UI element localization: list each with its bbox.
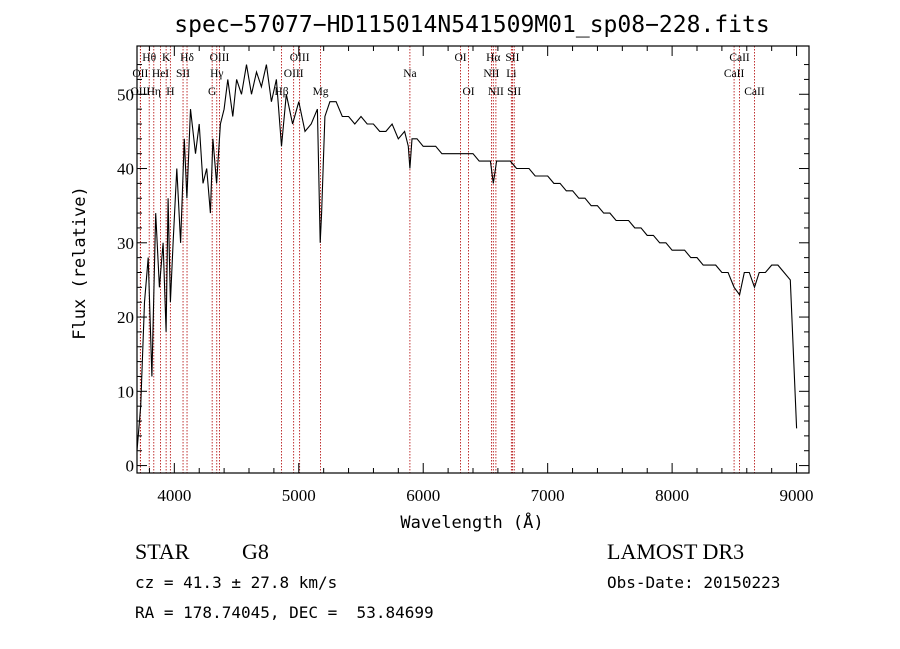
- marker-label-9: OIII: [210, 52, 230, 64]
- y-tick-label-10: 10: [117, 382, 134, 401]
- coordinates: RA = 178.74045, DEC = 53.84699: [135, 603, 434, 622]
- observation-date: Obs-Date: 20150223: [607, 573, 781, 592]
- plot-frame: [136, 45, 810, 474]
- marker-label-2: OIII: [130, 86, 150, 98]
- marker-label-7: SII: [176, 68, 190, 80]
- object-type: STAR: [135, 539, 190, 564]
- x-axis: 4000 5000 6000 7000 8000 9000: [148, 46, 814, 505]
- survey-name: LAMOST DR3: [607, 539, 745, 564]
- marker-label-24: SII: [507, 86, 521, 98]
- marker-label-19: Hα: [486, 52, 500, 64]
- marker-label-8: Hδ: [180, 52, 194, 64]
- y-tick-label-0: 0: [126, 457, 135, 476]
- marker-label-27: CaII: [744, 86, 765, 98]
- chart-title: spec−57077−HD115014N541509M01_sp08−228.f…: [174, 12, 769, 38]
- marker-label-15: Mg: [313, 86, 329, 98]
- marker-label-18: OI: [462, 86, 474, 98]
- x-tick-label-7000: 7000: [531, 486, 565, 505]
- spectral-class: G8: [242, 539, 269, 564]
- marker-label-11: G: [208, 86, 216, 98]
- marker-label-22: SII: [505, 52, 519, 64]
- marker-label-21: NII: [488, 86, 504, 98]
- y-tick-label-40: 40: [117, 160, 134, 179]
- marker-label-5: K: [162, 52, 171, 64]
- marker-label-3: Hη: [147, 86, 161, 98]
- marker-label-23: Li: [506, 68, 516, 80]
- marker-label-1: OII: [132, 68, 148, 80]
- x-tick-label-8000: 8000: [655, 486, 689, 505]
- x-tick-label-9000: 9000: [780, 486, 814, 505]
- marker-label-26: CaII: [724, 68, 745, 80]
- marker-label-6: H: [166, 86, 174, 98]
- y-tick-label-20: 20: [117, 308, 134, 327]
- marker-label-17: OI: [454, 52, 466, 64]
- y-tick-label-30: 30: [117, 234, 134, 253]
- radial-velocity: cz = 41.3 ± 27.8 km/s: [135, 573, 338, 592]
- marker-label-10: Hγ: [210, 68, 223, 80]
- spectrum-series-line: [136, 64, 798, 451]
- y-axis-label: Flux (relative): [70, 186, 90, 340]
- y-tick-label-50: 50: [117, 85, 134, 104]
- x-axis-label: Wavelength (Å): [400, 511, 543, 533]
- marker-label-13: OIII: [284, 68, 304, 80]
- marker-label-0: Hθ: [142, 52, 156, 64]
- x-tick-label-5000: 5000: [282, 486, 316, 505]
- marker-label-20: NII: [483, 68, 499, 80]
- marker-label-4: HeI: [152, 68, 169, 80]
- marker-label-16: Na: [403, 68, 416, 80]
- marker-label-12: OIII: [290, 52, 310, 64]
- x-tick-label-6000: 6000: [406, 486, 440, 505]
- spectral-line-markers: [139, 46, 755, 473]
- y-axis: 0 10 20 30 40 50: [117, 64, 809, 476]
- x-tick-label-4000: 4000: [157, 486, 191, 505]
- marker-label-25: CaII: [729, 52, 750, 64]
